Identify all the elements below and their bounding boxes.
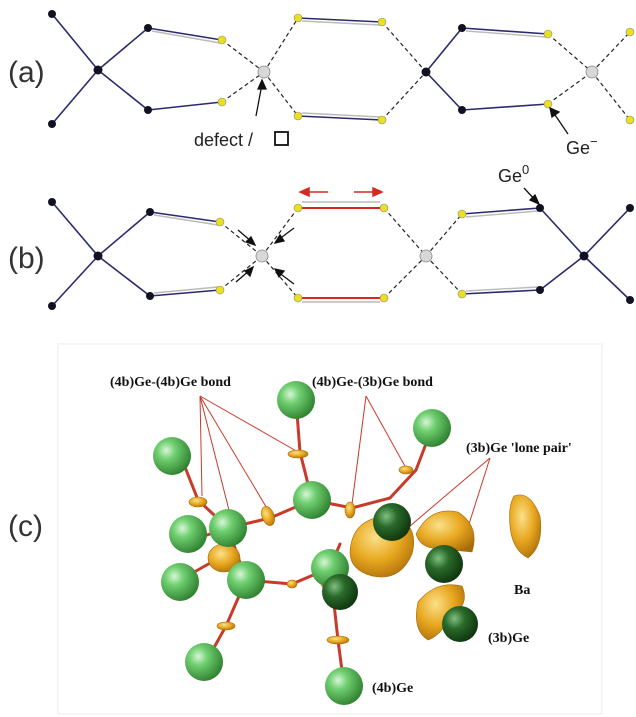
chain-b-dashed-bonds: [219, 207, 463, 299]
lone-pair-label: (3b)Ge 'lone pair': [466, 441, 572, 456]
bond-4b4b-label: (4b)Ge-(4b)Ge bond: [110, 375, 231, 390]
panel-a-label: (a): [8, 56, 45, 89]
ge-4b-atoms: [153, 381, 451, 705]
chain-a-dashed-bonds: [221, 17, 631, 121]
ba-label: Ba: [514, 583, 530, 598]
ge3b-label: (3b)Ge: [488, 631, 529, 646]
ge-minus-arrow: [549, 106, 569, 135]
defect-arrow: [255, 78, 268, 117]
chain-b-red-bonds: [298, 207, 384, 299]
ge0-label: Ge0: [498, 162, 529, 186]
panel-c-label: (c): [8, 510, 43, 543]
vacancy-square-icon: [274, 131, 289, 146]
panel-c-frame: [57, 343, 603, 715]
annotation-lines: [199, 395, 491, 547]
ge-3b-atoms: [322, 503, 478, 642]
defect-label: defect /: [194, 130, 253, 150]
relax-arrows: [235, 227, 295, 285]
bond-4b3b-label: (4b)Ge-(3b)Ge bond: [312, 375, 433, 390]
chain-a-bonds: [51, 13, 549, 125]
chain-b-atoms: [48, 198, 634, 310]
ge4b-label: (4b)Ge: [372, 681, 413, 696]
ge-minus-label: Ge−: [566, 134, 598, 158]
chain-b-grey-bonds: [153, 201, 539, 303]
panel-b-label: (b): [8, 242, 45, 275]
chain-a-grey-bonds: [151, 20, 547, 118]
chain-a-atoms: [48, 10, 635, 128]
panel-a: (a): [8, 10, 635, 158]
stretch-arrows: [298, 186, 384, 198]
panel-b: (b): [8, 162, 634, 310]
ge0-arrow: [523, 187, 541, 206]
panel-c: (c): [8, 343, 603, 715]
chain-b-bonds: [51, 201, 631, 307]
